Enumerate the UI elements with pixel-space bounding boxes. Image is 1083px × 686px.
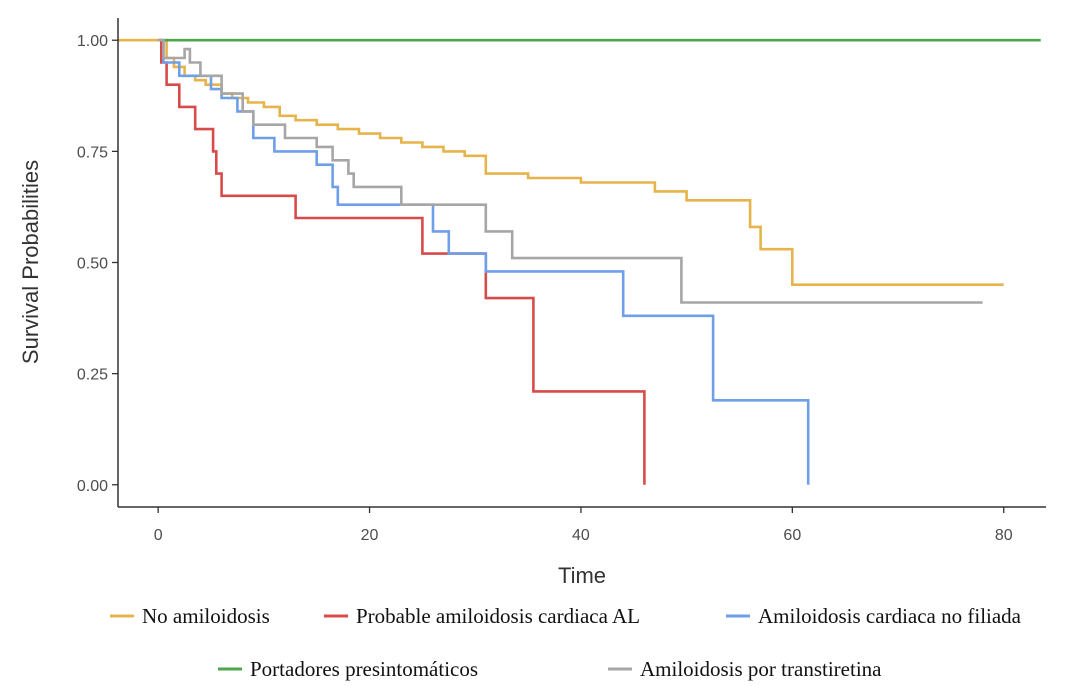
x-tick-label: 60	[783, 527, 801, 544]
x-tick-label: 80	[995, 527, 1013, 544]
y-tick-label: 1.00	[77, 33, 108, 50]
series-line-1	[158, 38, 646, 485]
legend-item: Portadores presintomáticos	[218, 657, 478, 681]
series-line-0	[118, 38, 1004, 286]
legend-label: No amiloidosis	[142, 604, 270, 628]
y-tick-label: 0.25	[77, 367, 108, 384]
x-tick-label: 20	[361, 527, 379, 544]
legend: No amiloidosis Probable amiloidosis cardi…	[110, 604, 1022, 681]
series-line-4	[158, 38, 983, 304]
legend-label: Portadores presintomáticos	[250, 657, 478, 681]
legend-label: Amiloidosis cardiaca no filiada	[758, 604, 1022, 628]
y-axis-ticks: 0.00 0.25 0.50 0.75 1.00	[77, 33, 118, 495]
x-tick-label: 40	[572, 527, 590, 544]
legend-item: No amiloidosis	[110, 604, 270, 628]
plot-area	[118, 38, 1041, 485]
legend-item: Probable amiloidosis cardiaca AL	[324, 604, 640, 628]
x-axis-title: Time	[558, 563, 606, 588]
legend-label: Amiloidosis por transtiretina	[640, 657, 882, 681]
y-tick-label: 0.75	[77, 144, 108, 161]
legend-item: Amiloidosis cardiaca no filiada	[726, 604, 1022, 628]
x-tick-label: 0	[154, 527, 163, 544]
x-axis-ticks: 0 20 40 60 80	[154, 507, 1013, 544]
y-tick-label: 0.50	[77, 256, 108, 273]
y-tick-label: 0.00	[77, 478, 108, 495]
legend-item: Amiloidosis por transtiretina	[608, 657, 882, 681]
series-line-2	[158, 38, 810, 485]
y-axis-title: Survival Probabilities	[18, 160, 43, 364]
legend-label: Probable amiloidosis cardiaca AL	[356, 604, 640, 628]
